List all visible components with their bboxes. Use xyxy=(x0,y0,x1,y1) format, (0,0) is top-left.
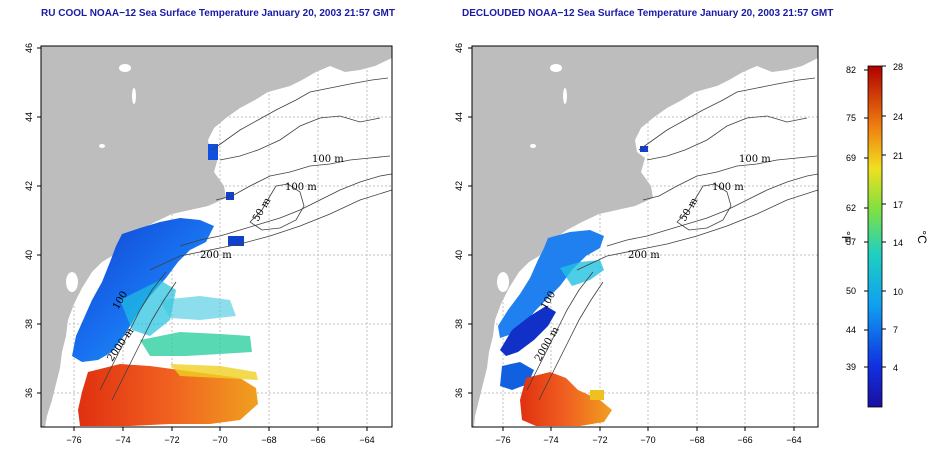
y-tick-label: 44 xyxy=(454,112,464,122)
x-tick-label: −74 xyxy=(115,435,130,445)
celsius-tick: 17 xyxy=(893,200,903,210)
right-axis-ticks xyxy=(468,47,795,431)
celsius-tick: 14 xyxy=(893,238,903,248)
contour-label: 50 m xyxy=(251,196,273,224)
celsius-tick-labels: 28 24 21 17 14 10 7 4 xyxy=(893,62,903,373)
x-tick-label: −68 xyxy=(689,435,704,445)
colorbar-gradient xyxy=(867,65,883,408)
fahrenheit-tick: 39 xyxy=(846,362,856,372)
contour-label: 100 m xyxy=(285,182,317,193)
left-axis-ticks xyxy=(37,47,368,431)
x-tick-label: −70 xyxy=(212,435,227,445)
celsius-unit-label: °C xyxy=(915,230,929,244)
fahrenheit-tick: 82 xyxy=(846,65,856,75)
y-tick-label: 42 xyxy=(24,181,34,191)
x-tick-label: −68 xyxy=(261,435,276,445)
y-tick-label: 38 xyxy=(24,319,34,329)
x-tick-label: −76 xyxy=(66,435,81,445)
x-tick-label: −72 xyxy=(164,435,179,445)
temperature-colorbar: 82 75 69 62 57 50 44 39 28 24 21 17 14 1… xyxy=(839,62,929,408)
right-plot-frame xyxy=(471,45,819,428)
left-plot-frame xyxy=(40,45,393,428)
fahrenheit-unit-label: °F xyxy=(839,231,853,243)
celsius-tick: 4 xyxy=(893,363,898,373)
right-sst-data xyxy=(498,146,648,426)
right-y-tick-labels: 36 38 40 42 44 46 xyxy=(454,43,464,398)
y-tick-label: 42 xyxy=(454,181,464,191)
right-map-panel: 100 m 100 m 50 m 200 m 2000 m 100 −76 −7… xyxy=(454,43,819,445)
left-y-tick-labels: 36 38 40 42 44 46 xyxy=(24,43,34,398)
contour-label: 200 m xyxy=(200,250,232,261)
colorbar-ticks xyxy=(864,65,886,368)
right-bathymetry-contours xyxy=(526,77,818,401)
y-tick-label: 36 xyxy=(24,388,34,398)
y-tick-label: 40 xyxy=(24,250,34,260)
y-tick-label: 40 xyxy=(454,250,464,260)
y-tick-label: 46 xyxy=(454,43,464,53)
fahrenheit-tick: 69 xyxy=(846,153,856,163)
left-lakes xyxy=(66,64,136,292)
left-map-title: RU COOL NOAA−12 Sea Surface Temperature … xyxy=(41,8,395,19)
x-tick-label: −64 xyxy=(359,435,374,445)
contour-label: 200 m xyxy=(628,250,660,261)
celsius-tick: 21 xyxy=(893,151,903,161)
x-tick-label: −76 xyxy=(495,435,510,445)
fahrenheit-tick: 44 xyxy=(846,325,856,335)
fahrenheit-tick: 50 xyxy=(846,286,856,296)
right-map-title: DECLOUDED NOAA−12 Sea Surface Temperatur… xyxy=(462,8,834,19)
fahrenheit-tick: 62 xyxy=(846,203,856,213)
right-land-mass xyxy=(472,46,818,427)
x-tick-label: −64 xyxy=(786,435,801,445)
y-tick-label: 36 xyxy=(454,388,464,398)
fahrenheit-tick: 57 xyxy=(846,237,856,247)
left-map-panel: 100 m 100 m 50 m 200 m 2000 m 100 −76 −7… xyxy=(24,43,393,445)
left-land-mass xyxy=(41,46,392,427)
celsius-tick: 7 xyxy=(893,325,898,335)
y-tick-label: 44 xyxy=(24,112,34,122)
celsius-tick: 28 xyxy=(893,62,903,72)
x-tick-label: −66 xyxy=(310,435,325,445)
fahrenheit-tick-labels: 82 75 69 62 57 50 44 39 xyxy=(846,65,856,372)
x-tick-label: −74 xyxy=(543,435,558,445)
left-x-tick-labels: −76 −74 −72 −70 −68 −66 −64 xyxy=(66,435,374,445)
x-tick-label: −66 xyxy=(737,435,752,445)
x-tick-label: −72 xyxy=(592,435,607,445)
fahrenheit-tick: 75 xyxy=(846,113,856,123)
left-bathymetry-contours xyxy=(99,77,392,401)
contour-label: 100 m xyxy=(712,182,744,193)
y-tick-label: 46 xyxy=(24,43,34,53)
celsius-tick: 10 xyxy=(893,287,903,297)
right-x-tick-labels: −76 −74 −72 −70 −68 −66 −64 xyxy=(495,435,801,445)
x-tick-label: −70 xyxy=(640,435,655,445)
celsius-tick: 24 xyxy=(893,112,903,122)
y-tick-label: 38 xyxy=(454,319,464,329)
right-lakes xyxy=(497,64,567,292)
contour-label: 100 m xyxy=(739,154,771,165)
contour-label: 100 m xyxy=(312,154,344,165)
